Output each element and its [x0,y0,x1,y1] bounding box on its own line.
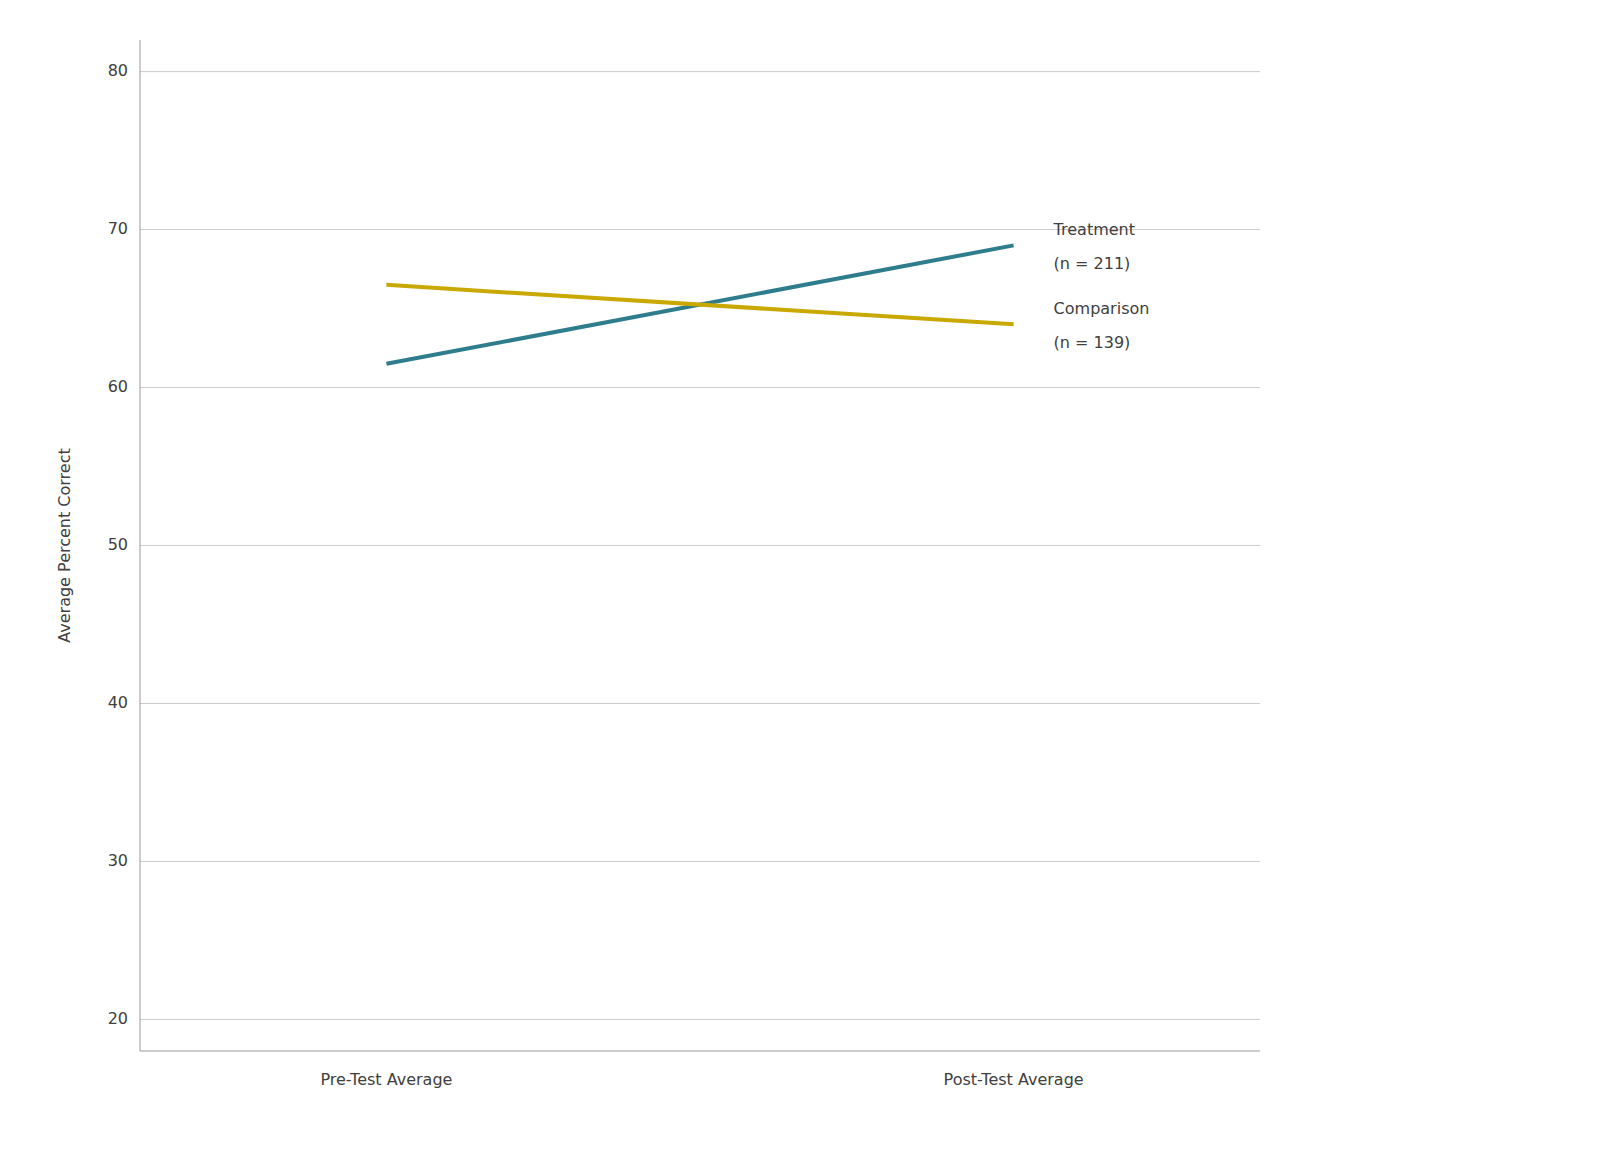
y-axis-line [140,40,141,1051]
grid-line [140,1019,1260,1020]
x-tick-label: Pre-Test Average [320,1070,452,1089]
chart: 20 30 40 50 60 70 80 Average Percent Correct Pre… [0,0,1600,1161]
series-line [386,245,1013,363]
x-axis-line [140,1051,1260,1052]
series-annotation: (n = 211) [1054,254,1131,273]
plot-area [386,245,1013,363]
y-tick-label: 20 [108,1009,128,1028]
series-label: Treatment [1053,220,1135,239]
y-tick-label: 80 [108,61,128,80]
grid [140,72,1260,1020]
grid-line [140,387,1260,388]
y-axis-label: Average Percent Correct [55,448,74,642]
y-tick-label: 40 [108,693,128,712]
y-tick-label: 30 [108,851,128,870]
chart-container: 20 30 40 50 60 70 80 Average Percent Correct Pre… [0,0,1600,1161]
series-line [386,285,1013,324]
grid-line [140,861,1260,862]
grid-line [140,71,1260,72]
grid-line [140,545,1260,546]
y-tick-label: 50 [108,535,128,554]
grid-line [140,703,1260,704]
x-tick-label: Post-Test Average [944,1070,1084,1089]
series-label: Comparison [1054,299,1150,318]
series-annotation: (n = 139) [1054,333,1131,352]
y-tick-label: 70 [108,219,128,238]
y-tick-label: 60 [108,377,128,396]
